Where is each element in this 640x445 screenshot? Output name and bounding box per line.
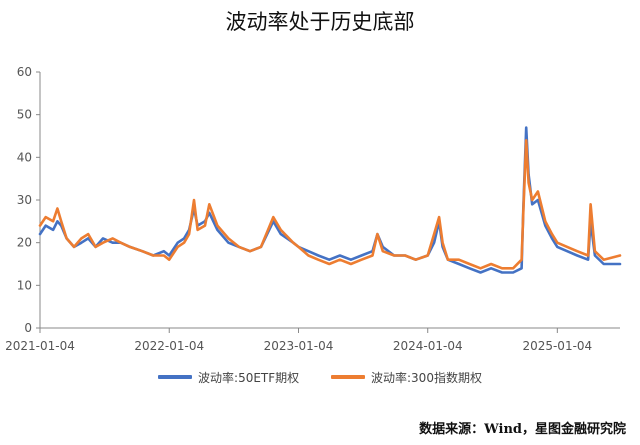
legend-label-etf50: 波动率:50ETF期权: [198, 370, 300, 385]
y-tick-label: 50: [17, 108, 32, 122]
x-tick-label: 2022-01-04: [134, 339, 204, 353]
chart-title: 波动率处于历史底部: [225, 10, 415, 34]
source-note: 数据来源：Wind，星图金融研究院: [419, 422, 626, 437]
series-line-idx300: [38, 139, 622, 270]
y-tick-label: 10: [17, 278, 32, 292]
x-tick-label: 2025-01-04: [522, 339, 592, 353]
x-tick-label: 2024-01-04: [393, 339, 463, 353]
y-tick-label: 60: [17, 65, 32, 79]
y-tick-label: 30: [17, 193, 32, 207]
y-tick-label: 20: [17, 236, 32, 250]
legend-label-idx300: 波动率:300指数期权: [371, 370, 482, 385]
y-axis: 0 10 20 30 40 50 60: [17, 65, 41, 335]
y-tick-label: 40: [17, 150, 32, 164]
legend-swatch-idx300: [331, 375, 365, 379]
series-layer: [38, 126, 622, 274]
x-tick-label: 2023-01-04: [264, 339, 334, 353]
x-tick-label: 2021-01-04: [5, 339, 75, 353]
legend-swatch-etf50: [158, 375, 193, 379]
y-tick-label: 0: [24, 321, 32, 335]
legend: 波动率:50ETF期权 波动率:300指数期权: [0, 368, 640, 386]
legend-item-etf50: 波动率:50ETF期权: [158, 369, 299, 386]
legend-item-idx300: 波动率:300指数期权: [331, 369, 482, 386]
x-axis: 2021-01-04 2022-01-04 2023-01-04 2024-01-04…: [5, 327, 620, 353]
